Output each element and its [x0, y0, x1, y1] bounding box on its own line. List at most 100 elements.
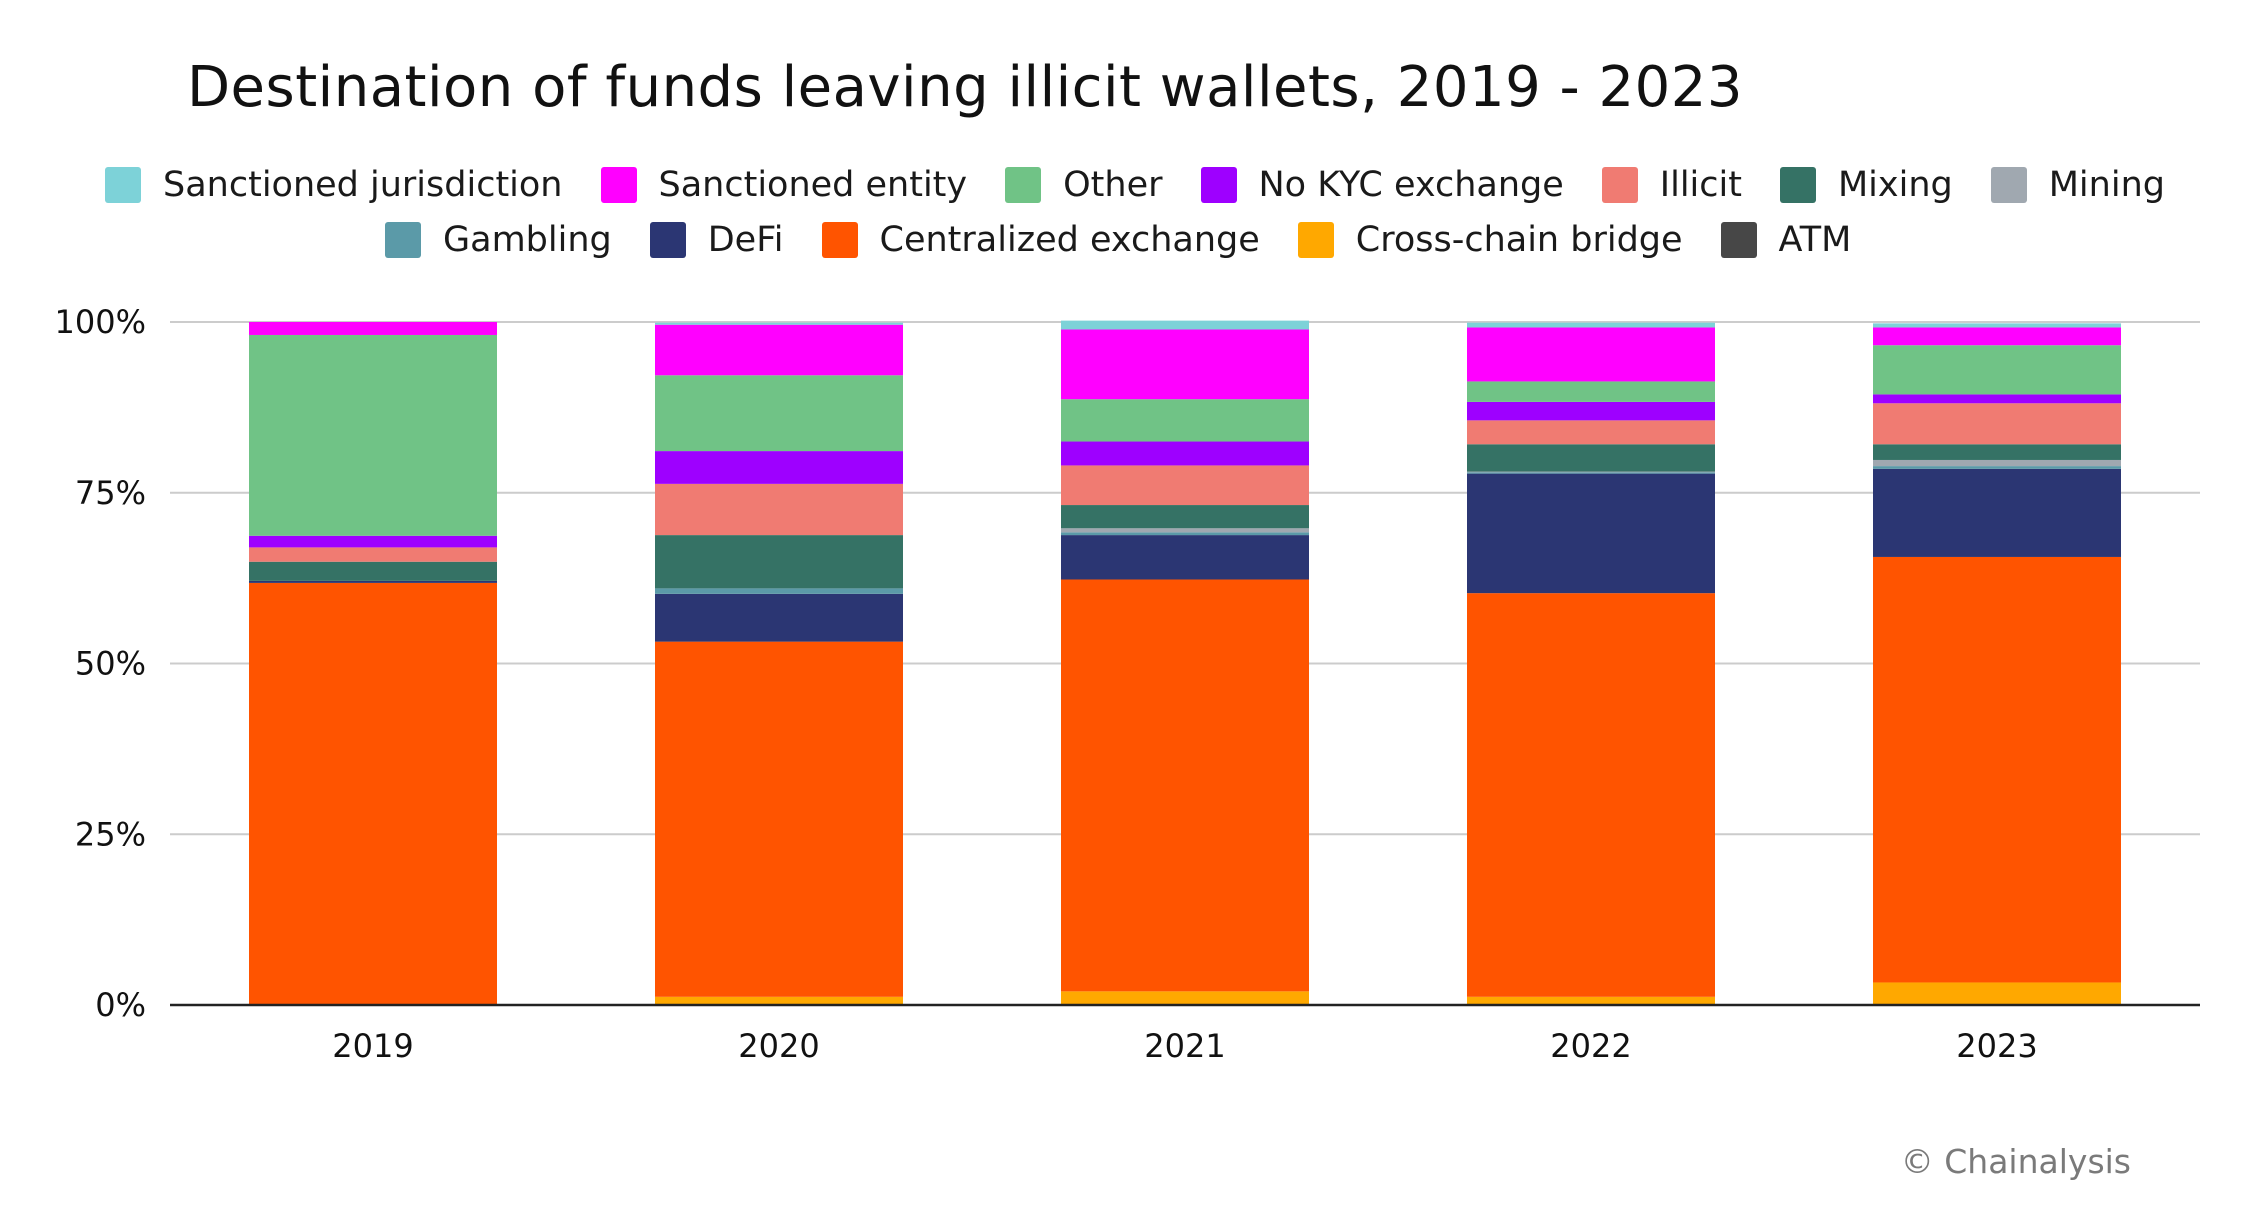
legend-swatch — [1005, 167, 1042, 203]
legend-label: Mixing — [1837, 165, 1953, 205]
x-tick-label: 2022 — [1550, 1027, 1631, 1065]
bar-segment — [655, 375, 903, 452]
y-tick-label: 0% — [95, 986, 146, 1024]
legend-item: Centralized exchange — [821, 220, 1260, 260]
bar-segment — [1467, 381, 1715, 402]
legend-swatch — [649, 222, 686, 258]
bar-segment — [1467, 593, 1715, 997]
y-tick-label: 25% — [75, 815, 146, 853]
bar-segment — [655, 322, 903, 325]
bar-segment — [1061, 528, 1309, 533]
legend-label: Gambling — [443, 220, 612, 260]
legend-label: Mining — [2048, 165, 2165, 205]
bar-segment — [1873, 444, 2121, 460]
chart-title: Destination of funds leaving illicit wal… — [186, 55, 1744, 120]
x-tick-label: 2020 — [738, 1027, 819, 1065]
bar-segment — [249, 535, 497, 548]
bar-segment — [655, 483, 903, 536]
legend-item: ATM — [1720, 220, 1852, 260]
bar-segment — [249, 580, 497, 583]
legend-row-2: Gambling DeFi Centralized exchange Cross-ch… — [385, 220, 1889, 260]
bar-segment — [1873, 466, 2121, 469]
legend-label: Other — [1063, 165, 1163, 205]
y-tick-label: 50% — [75, 645, 146, 683]
legend-item: Cross-chain bridge — [1297, 220, 1683, 260]
bar-segment — [249, 547, 497, 562]
legend-swatch — [1200, 167, 1237, 203]
bar-segment — [1467, 322, 1715, 328]
bar-segment — [249, 582, 497, 1005]
legend-label: DeFi — [707, 220, 784, 260]
bar-segment — [249, 322, 497, 335]
legend-swatch — [600, 167, 637, 203]
bar-segment — [1873, 394, 2121, 404]
bar-segment — [655, 996, 903, 1005]
legend-swatch — [1601, 167, 1638, 203]
bar-segment — [1467, 327, 1715, 382]
bar-segment — [1873, 327, 2121, 346]
bar-segment — [249, 561, 497, 581]
legend-label: Cross-chain bridge — [1355, 220, 1683, 260]
bar-segment — [1061, 320, 1309, 330]
bar-segment — [1061, 532, 1309, 536]
bar-segment — [1061, 399, 1309, 442]
legend-label: ATM — [1778, 220, 1852, 260]
legend-item: No KYC exchange — [1200, 165, 1564, 205]
bar-segment — [1061, 991, 1309, 1005]
bars — [249, 320, 2121, 1005]
bar-segment — [1873, 345, 2121, 395]
legend-item: Mining — [1990, 165, 2165, 205]
legend-label: No KYC exchange — [1258, 165, 1564, 205]
bar-segment — [1873, 556, 2121, 983]
legend-label: Sanctioned entity — [658, 165, 968, 205]
legend-swatch — [385, 222, 421, 258]
bar-segment — [655, 641, 903, 997]
bar-segment — [1061, 329, 1309, 400]
bar-segment — [1467, 472, 1715, 474]
legend-swatch — [1779, 167, 1816, 203]
bar-segment — [1873, 468, 2121, 557]
bar-segment — [1061, 505, 1309, 529]
bar-segment — [1061, 535, 1309, 580]
y-tick-label: 75% — [75, 474, 146, 512]
legend-item: Illicit — [1601, 165, 1742, 205]
legend-label: Illicit — [1659, 165, 1742, 205]
legend-swatch — [1297, 222, 1334, 258]
legend-row-1: Sanctioned jurisdiction Sanctioned entity… — [105, 165, 2203, 205]
bar-segment — [1467, 420, 1715, 445]
bar-segment — [655, 451, 903, 484]
x-tick-label: 2021 — [1144, 1027, 1225, 1065]
bar-segment — [1467, 401, 1715, 421]
legend-item: Gambling — [385, 220, 612, 260]
legend-swatch — [1720, 222, 1757, 258]
legend-label: Sanctioned jurisdiction — [163, 165, 563, 205]
bar-segment — [1061, 579, 1309, 992]
bar-segment — [249, 334, 497, 536]
bar-segment — [1467, 471, 1715, 473]
bar-segment — [655, 588, 903, 594]
legend-swatch — [105, 167, 141, 203]
legend-item: Sanctioned jurisdiction — [105, 165, 563, 205]
legend-item: DeFi — [649, 220, 784, 260]
bar-segment — [1873, 982, 2121, 1005]
bar-segment — [655, 535, 903, 589]
bar-segment — [1873, 403, 2121, 445]
legend-swatch — [1990, 167, 2027, 203]
copyright-text: © Chainalysis — [1900, 1142, 2131, 1181]
bar-segment — [1873, 323, 2121, 328]
bar-segment — [1467, 996, 1715, 1005]
bar-segment — [655, 593, 903, 642]
legend-label: Centralized exchange — [879, 220, 1260, 260]
axes: 0% 25% 50% 75% 100% 2019 2020 2021 2022 2023 — [55, 303, 2200, 1065]
bar-segment — [1873, 459, 2121, 467]
bar-segment — [1061, 465, 1309, 506]
y-tick-label: 100% — [55, 303, 146, 341]
legend-item: Mixing — [1779, 165, 1953, 205]
legend-swatch — [821, 222, 858, 258]
legend-item: Sanctioned entity — [600, 165, 968, 205]
bar-segment — [1467, 444, 1715, 472]
x-tick-label: 2023 — [1956, 1027, 2037, 1065]
bar-segment — [1467, 473, 1715, 594]
bar-segment — [655, 324, 903, 376]
